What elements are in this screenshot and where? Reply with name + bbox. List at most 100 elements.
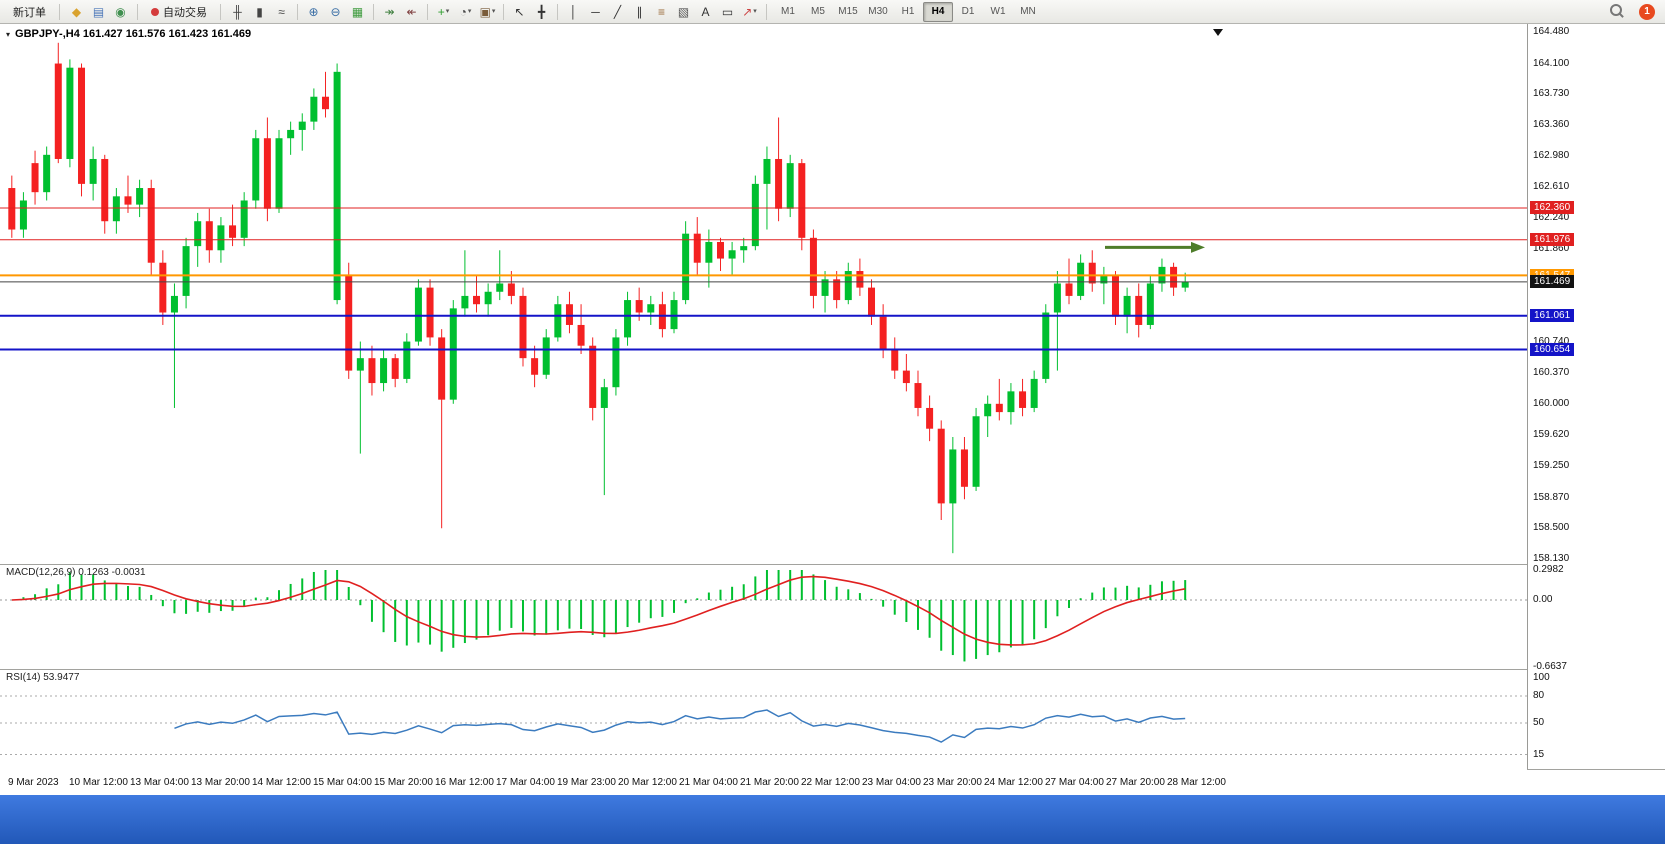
price-level-badge[interactable]: 160.654 xyxy=(1530,343,1575,357)
pane-divider[interactable] xyxy=(0,669,1665,670)
indicators-icon[interactable]: + ▾ xyxy=(437,4,450,19)
zoom-in-icon[interactable]: ⊕ xyxy=(308,4,319,19)
rsi-line xyxy=(174,709,1186,743)
price-level-badge[interactable]: 161.469 xyxy=(1530,275,1575,289)
time-axis-label: 17 Mar 04:00 xyxy=(496,777,555,788)
text-icon[interactable]: A xyxy=(701,4,710,19)
rsi-axis-label: 100 xyxy=(1533,672,1550,683)
taskbar[interactable] xyxy=(0,795,1665,844)
candlestick-series xyxy=(8,42,1189,554)
time-axis-label: 21 Mar 04:00 xyxy=(679,777,738,788)
periods-icon[interactable]: ◔ ▾ xyxy=(459,4,472,19)
chart-shift-icon[interactable]: ↞ xyxy=(406,4,417,19)
macd-histogram xyxy=(22,570,1187,662)
zoom-out-icon[interactable]: ⊖ xyxy=(330,4,341,19)
trendline-icon[interactable]: ╱ xyxy=(613,4,622,19)
collapse-icon[interactable]: ▾ xyxy=(6,29,11,39)
trend-arrow-head xyxy=(1191,241,1205,253)
search-icon[interactable] xyxy=(1610,4,1625,19)
auto-trading-icon xyxy=(151,7,159,16)
price-axis-label: 160.370 xyxy=(1533,367,1570,379)
toolbar-separator xyxy=(373,3,374,20)
price-axis[interactable]: 164.480 164.100 163.730 163.360 162.980 162.6… xyxy=(1527,24,1665,769)
timeframe-h1[interactable]: H1 xyxy=(901,6,915,17)
timeframe-m15[interactable]: M15 xyxy=(838,6,858,17)
time-axis-label: 24 Mar 12:00 xyxy=(984,777,1043,788)
toolbar-separator xyxy=(297,3,298,20)
market-watch-icon[interactable]: ▤ xyxy=(92,4,105,19)
time-axis-label: 15 Mar 20:00 xyxy=(374,777,433,788)
time-axis-label: 13 Mar 04:00 xyxy=(130,777,189,788)
macd-chart[interactable] xyxy=(0,564,1527,669)
macd-axis-label: 0.00 xyxy=(1533,594,1553,605)
time-axis-label: 10 Mar 12:00 xyxy=(69,777,128,788)
label-icon[interactable]: ▭ xyxy=(721,4,734,19)
template-icon[interactable]: ▣ ▾ xyxy=(479,4,496,19)
rsi-axis-label: 80 xyxy=(1533,690,1545,701)
vertical-line-icon[interactable]: │ xyxy=(569,4,578,19)
macd-label: MACD(12,26,9) 0.1263 -0.0031 xyxy=(6,567,146,578)
price-axis-label: 158.870 xyxy=(1533,491,1570,503)
toolbar-separator xyxy=(557,3,558,20)
timeframe-h4[interactable]: H4 xyxy=(923,1,953,22)
line-chart-icon[interactable]: ≈ xyxy=(278,4,285,19)
price-level-badge[interactable]: 161.061 xyxy=(1530,309,1575,323)
time-axis-label: 16 Mar 12:00 xyxy=(435,777,494,788)
timeframe-w1[interactable]: W1 xyxy=(990,6,1006,17)
notification-badge[interactable]: 1 xyxy=(1639,3,1655,20)
rsi-pane[interactable]: RSI(14) 53.9477 xyxy=(0,669,1527,769)
cursor-icon[interactable]: ↖ xyxy=(514,4,525,19)
timeframe-d1[interactable]: D1 xyxy=(961,6,975,17)
time-axis-label: 22 Mar 12:00 xyxy=(801,777,860,788)
toolbar-separator xyxy=(766,3,767,20)
price-axis-label: 164.100 xyxy=(1533,57,1570,69)
timeframe-m5[interactable]: M5 xyxy=(811,6,825,17)
time-axis-label: 28 Mar 12:00 xyxy=(1167,777,1226,788)
timeframe-m1[interactable]: M1 xyxy=(781,6,795,17)
time-axis[interactable]: 9 Mar 2023 10 Mar 12:00 13 Mar 04:00 13 Mar… xyxy=(0,769,1527,795)
time-axis-label: 27 Mar 20:00 xyxy=(1106,777,1165,788)
pane-divider[interactable] xyxy=(0,564,1665,565)
tile-windows-icon[interactable]: ▦ xyxy=(351,4,364,19)
time-axis-label: 23 Mar 04:00 xyxy=(862,777,921,788)
toolbar-separator xyxy=(220,3,221,20)
time-axis-label: 20 Mar 12:00 xyxy=(618,777,677,788)
rsi-axis-label: 50 xyxy=(1533,717,1545,728)
time-axis-label: 15 Mar 04:00 xyxy=(313,777,372,788)
timeframe-mn[interactable]: MN xyxy=(1020,6,1036,17)
price-axis-label: 162.610 xyxy=(1533,181,1570,193)
rsi-chart[interactable] xyxy=(0,669,1527,769)
chart-area: ▾ GBPJPY-,H4 161.427 161.576 161.423 161… xyxy=(0,24,1665,795)
horizontal-line-icon[interactable]: ─ xyxy=(591,4,600,19)
rsi-label: RSI(14) 53.9477 xyxy=(6,672,80,683)
new-order-button[interactable]: 新订单 xyxy=(6,2,53,22)
time-axis-label: 9 Mar 2023 xyxy=(8,777,59,788)
candlestick-chart-icon[interactable]: ▮ xyxy=(256,4,263,19)
price-axis-label: 163.730 xyxy=(1533,88,1570,100)
time-axis-label: 21 Mar 20:00 xyxy=(740,777,799,788)
navigator-icon[interactable]: ◉ xyxy=(115,4,126,19)
auto-trading-button[interactable]: 自动交易 xyxy=(144,2,214,22)
fibonacci-icon[interactable]: ≡ xyxy=(657,4,665,19)
crosshair-icon[interactable]: ╋ xyxy=(537,4,546,19)
price-axis-label: 160.000 xyxy=(1533,397,1570,409)
notification-count: 1 xyxy=(1644,6,1650,17)
chart-title: ▾ GBPJPY-,H4 161.427 161.576 161.423 161… xyxy=(6,28,251,40)
price-axis-label: 161.860 xyxy=(1533,243,1570,255)
auto-scroll-icon[interactable]: ↠ xyxy=(384,4,395,19)
chart-end-marker[interactable] xyxy=(1213,29,1223,36)
price-level-badge[interactable]: 162.360 xyxy=(1530,201,1575,215)
arrows-icon[interactable]: ↗ ▾ xyxy=(742,4,757,19)
candlestick-chart[interactable] xyxy=(0,24,1527,564)
metaeditor-icon[interactable]: ◆ xyxy=(71,4,82,19)
price-axis-label: 159.620 xyxy=(1533,429,1570,441)
dropdown-icon: ▾ xyxy=(491,8,496,15)
timeframe-m30[interactable]: M30 xyxy=(868,6,888,17)
price-level-badge[interactable]: 161.976 xyxy=(1530,233,1575,247)
channel-icon[interactable]: ∥ xyxy=(636,4,643,19)
bar-chart-icon[interactable]: ╫ xyxy=(233,4,242,19)
macd-pane[interactable]: MACD(12,26,9) 0.1263 -0.0031 xyxy=(0,564,1527,669)
price-pane[interactable]: ▾ GBPJPY-,H4 161.427 161.576 161.423 161… xyxy=(0,24,1527,564)
shapes-icon[interactable]: ▧ xyxy=(677,4,690,19)
